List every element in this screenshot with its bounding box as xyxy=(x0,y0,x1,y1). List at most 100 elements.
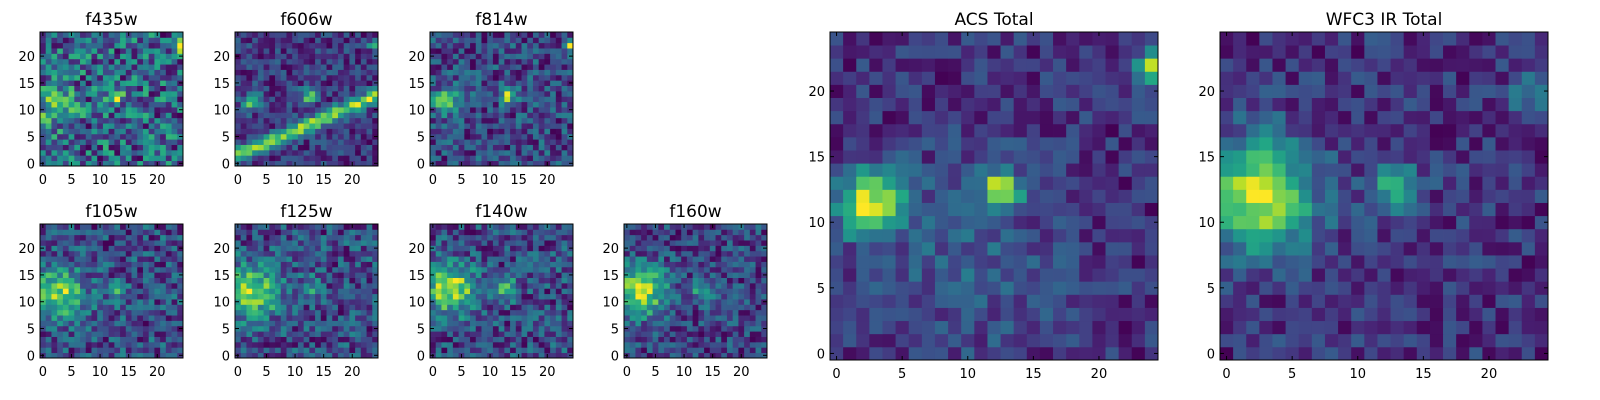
heatmap-cell xyxy=(292,256,299,262)
heatmap-cell xyxy=(280,299,287,305)
heatmap-cell xyxy=(658,304,665,311)
heatmap-cell xyxy=(40,282,47,289)
heatmap-cell xyxy=(1013,320,1028,335)
heatmap-cell xyxy=(165,272,172,278)
heatmap-cell xyxy=(635,224,642,230)
heatmap-cell xyxy=(366,160,373,167)
heatmap-cell xyxy=(85,320,92,327)
heatmap-cell xyxy=(1000,281,1015,295)
heatmap-cell xyxy=(948,176,962,190)
heatmap-cell xyxy=(51,58,58,65)
heatmap-cell xyxy=(658,256,665,262)
heatmap-cell xyxy=(470,160,477,167)
heatmap-cell xyxy=(355,336,362,343)
heatmap-cell xyxy=(464,352,471,359)
heatmap-cell xyxy=(337,53,345,60)
heatmap-cell xyxy=(1000,215,1015,230)
heatmap-cell xyxy=(487,53,494,60)
heatmap-cell xyxy=(464,58,471,65)
heatmap-cell xyxy=(292,341,299,348)
heatmap-cell xyxy=(755,309,762,316)
heatmap-cell xyxy=(120,261,127,268)
heatmap-cell xyxy=(561,144,568,151)
heatmap-cell xyxy=(641,293,648,300)
heatmap-cell xyxy=(521,85,528,92)
heatmap-cell xyxy=(372,69,379,76)
heatmap-cell xyxy=(360,282,367,289)
heatmap-cell xyxy=(102,107,110,113)
heatmap-cell xyxy=(1118,189,1133,203)
heatmap-cell xyxy=(85,155,92,162)
heatmap-cell xyxy=(246,320,253,327)
heatmap-cell xyxy=(675,245,682,252)
heatmap-cell xyxy=(664,288,671,295)
heatmap-cell xyxy=(45,229,52,236)
heatmap-cell xyxy=(669,336,676,343)
heatmap-cell xyxy=(366,309,373,316)
heatmap-cell xyxy=(80,315,87,321)
heatmap-cell xyxy=(171,53,178,60)
heatmap-cell xyxy=(452,155,459,162)
heatmap-cell xyxy=(721,288,728,295)
heatmap-cell xyxy=(292,155,299,162)
heatmap-cell xyxy=(62,261,69,268)
heatmap-cell xyxy=(550,261,557,268)
heatmap-cell xyxy=(447,139,454,145)
heatmap-cell xyxy=(51,336,58,343)
heatmap-cell xyxy=(441,37,448,44)
heatmap-cell xyxy=(309,277,316,284)
heatmap-cell xyxy=(475,85,482,92)
heatmap-cell xyxy=(280,133,287,140)
heatmap-cell xyxy=(921,176,936,190)
heatmap-cell xyxy=(108,101,115,108)
heatmap-cell xyxy=(895,150,910,164)
heatmap-cell xyxy=(487,112,494,119)
heatmap-cell xyxy=(97,293,104,300)
heatmap-cell xyxy=(921,215,936,230)
heatmap-cell xyxy=(435,250,442,257)
heatmap-cell xyxy=(131,261,138,268)
heatmap-cell xyxy=(297,261,305,268)
heatmap-cell xyxy=(286,304,293,311)
heatmap-cell xyxy=(257,32,264,38)
heatmap-cell xyxy=(830,255,844,269)
heatmap-cell xyxy=(80,240,87,246)
heatmap-cell xyxy=(337,331,345,337)
heatmap-cell xyxy=(561,336,568,343)
heatmap-cell xyxy=(40,261,47,268)
heatmap-cell xyxy=(441,58,448,65)
heatmap-cell xyxy=(320,123,327,129)
heatmap-cell xyxy=(257,240,264,246)
heatmap-cell xyxy=(567,32,574,38)
heatmap-cell xyxy=(441,160,448,167)
heatmap-cell xyxy=(148,272,155,278)
heatmap-cell xyxy=(515,256,522,262)
heatmap-cell xyxy=(504,107,511,113)
heatmap-cell xyxy=(856,294,870,308)
heatmap-cell xyxy=(1039,228,1054,243)
heatmap-cell xyxy=(355,139,362,145)
heatmap-cell xyxy=(521,299,528,305)
heatmap-cell xyxy=(343,266,350,273)
heatmap-cell xyxy=(45,133,52,140)
heatmap-cell xyxy=(148,101,155,108)
heatmap-cell xyxy=(74,331,81,337)
heatmap-cell xyxy=(40,58,47,65)
heatmap-cell xyxy=(1026,215,1041,230)
heatmap-cell xyxy=(550,32,557,38)
heatmap-cell xyxy=(74,155,81,162)
heatmap-cell xyxy=(934,268,949,282)
heatmap-cell xyxy=(40,155,47,162)
heatmap-cell xyxy=(675,261,682,268)
heatmap-cell xyxy=(882,320,896,335)
heatmap-cell xyxy=(360,245,367,252)
heatmap-cell xyxy=(40,293,47,300)
heatmap-cell xyxy=(550,320,557,327)
heatmap-cell xyxy=(171,139,178,145)
heatmap-cell xyxy=(97,74,104,81)
heatmap-cell xyxy=(91,304,98,311)
heatmap-cell xyxy=(74,304,81,311)
y-tick-label: 15 xyxy=(18,269,35,284)
heatmap-cell xyxy=(114,293,121,300)
heatmap-cell xyxy=(45,58,52,65)
